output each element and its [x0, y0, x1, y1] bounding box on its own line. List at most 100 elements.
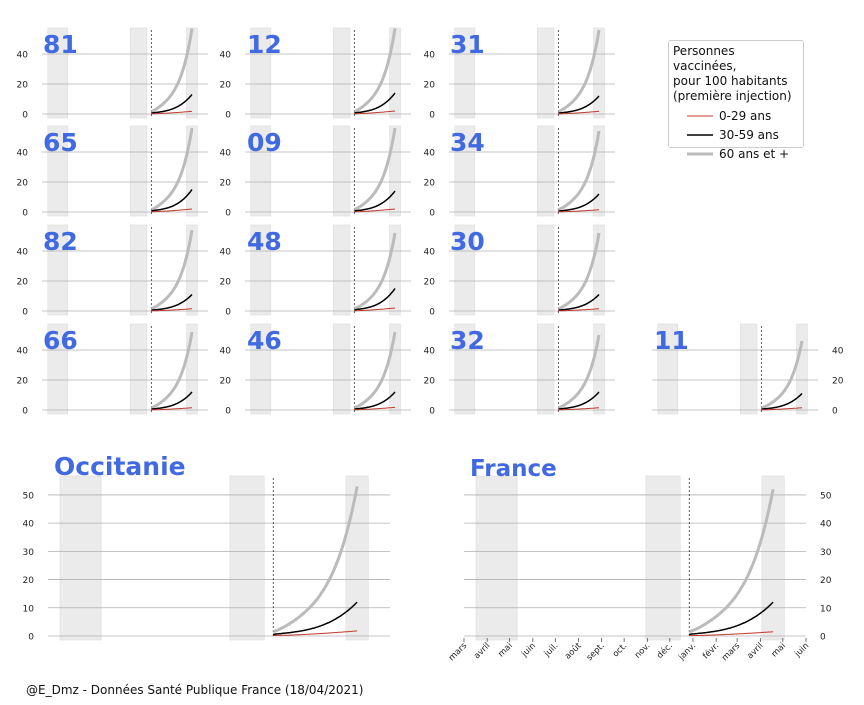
y-tick-label: 20: [17, 377, 29, 387]
panel-title: 82: [43, 227, 78, 256]
x-tick-label: nov.: [633, 641, 653, 661]
panel-title: 31: [450, 30, 485, 59]
y-tick-label: 0: [225, 308, 231, 318]
legend-swatch-0-29: [687, 115, 713, 116]
shaded-period: [454, 27, 476, 119]
x-tick-label: févr.: [700, 640, 721, 661]
series-line-0-29-ans: [689, 631, 774, 637]
y-tick-label: 0: [429, 111, 435, 121]
shaded-period: [250, 224, 272, 316]
panel-title: 66: [43, 326, 78, 355]
x-tick-label: août: [563, 641, 584, 662]
x-tick-label: janv.: [676, 641, 698, 663]
series-line-30-59-ans: [354, 190, 396, 212]
shaded-period: [454, 323, 476, 415]
series-line-30-59-ans: [558, 193, 600, 212]
y-tick-label: 20: [17, 81, 29, 91]
series-line-0-29-ans: [354, 406, 396, 411]
y-tick-label: 20: [220, 278, 232, 288]
y-tick-label: 40: [17, 347, 29, 357]
y-tick-label: 0: [28, 633, 34, 643]
series-line-0-29-ans: [354, 307, 396, 312]
panel-title: 30: [450, 227, 485, 256]
x-tick-label: oct.: [611, 641, 629, 659]
y-tick-label: 0: [429, 407, 435, 417]
x-tick-label: juin: [792, 641, 811, 660]
legend-swatch-30-59: [687, 133, 713, 136]
shaded-period: [536, 27, 555, 119]
y-tick-label: 10: [820, 604, 832, 614]
y-tick-label: 40: [832, 347, 844, 357]
series-line-30-59-ans: [354, 92, 396, 114]
series-line-30-59-ans: [558, 95, 600, 114]
series-line-60-ans-et-: [272, 486, 359, 633]
panel-30: 0 20 40 30: [424, 224, 615, 318]
y-tick-label: 0: [225, 209, 231, 219]
shaded-period: [332, 27, 351, 119]
legend-title-line: (première injection): [673, 89, 792, 103]
shaded-period: [389, 27, 401, 119]
panel-81: 0 20 40 81: [17, 27, 208, 121]
y-tick-label: 40: [424, 248, 436, 258]
shaded-period: [645, 475, 681, 641]
legend-entry-0-29: 0-29 ans: [673, 106, 799, 125]
series-line-60-ans-et-: [353, 28, 397, 113]
shaded-period: [332, 125, 351, 217]
series-line-60-ans-et-: [760, 340, 804, 410]
y-tick-label: 40: [424, 347, 436, 357]
y-tick-label: 20: [424, 179, 436, 189]
shaded-period: [454, 125, 476, 217]
shaded-period: [47, 224, 69, 316]
legend-entry-60plus: 60 ans et +: [673, 144, 799, 163]
y-tick-label: 40: [220, 248, 232, 258]
series-line-0-29-ans: [558, 110, 600, 115]
series-line-30-59-ans: [354, 391, 396, 410]
source-credit: @E_Dmz - Données Santé Publique France (…: [26, 683, 364, 697]
y-tick-label: 20: [220, 81, 232, 91]
shaded-period: [345, 475, 369, 641]
shaded-period: [250, 125, 272, 217]
y-tick-label: 0: [22, 209, 28, 219]
y-tick-label: 40: [17, 149, 29, 159]
series-line-0-29-ans: [354, 208, 396, 213]
x-tick-label: mai: [770, 641, 788, 659]
legend-label-30-59: 30-59 ans: [719, 127, 779, 142]
legend-title: Personnes vaccinées, pour 100 habitants …: [673, 44, 799, 104]
series-line-0-29-ans: [151, 208, 193, 213]
series-line-0-29-ans: [151, 110, 193, 115]
series-line-30-59-ans: [354, 288, 396, 311]
series-line-0-29-ans: [151, 407, 192, 411]
series-line-60-ans-et-: [688, 489, 775, 634]
series-line-60-ans-et-: [557, 130, 601, 212]
y-tick-label: 20: [220, 179, 232, 189]
shaded-period: [739, 323, 758, 415]
series-line-30-59-ans: [558, 391, 600, 410]
panel-11: 0 20 40 11: [652, 323, 844, 417]
panel-occitanie: 0 10 20 30 40 50 Occitanie: [23, 452, 390, 643]
panel-31: 0 20 40 31: [424, 27, 615, 121]
shaded-period: [454, 224, 476, 316]
y-tick-label: 0: [225, 407, 231, 417]
shaded-period: [657, 323, 679, 415]
shaded-period: [186, 125, 198, 217]
shaded-period: [593, 125, 605, 217]
y-tick-label: 20: [820, 576, 832, 586]
y-tick-label: 20: [832, 377, 844, 387]
shaded-period: [536, 125, 555, 217]
series-line-0-29-ans: [273, 630, 358, 636]
shaded-period: [332, 323, 351, 415]
y-tick-label: 40: [220, 347, 232, 357]
y-tick-label: 0: [225, 111, 231, 121]
y-tick-label: 20: [17, 278, 29, 288]
y-tick-label: 0: [429, 308, 435, 318]
series-line-0-29-ans: [558, 308, 599, 312]
panel-82: 0 20 40 82: [17, 224, 208, 318]
y-tick-label: 40: [424, 51, 436, 61]
shaded-period: [47, 125, 69, 217]
panel-title: France: [470, 456, 557, 482]
shaded-period: [129, 27, 148, 119]
shaded-period: [593, 27, 605, 119]
y-tick-label: 0: [429, 209, 435, 219]
